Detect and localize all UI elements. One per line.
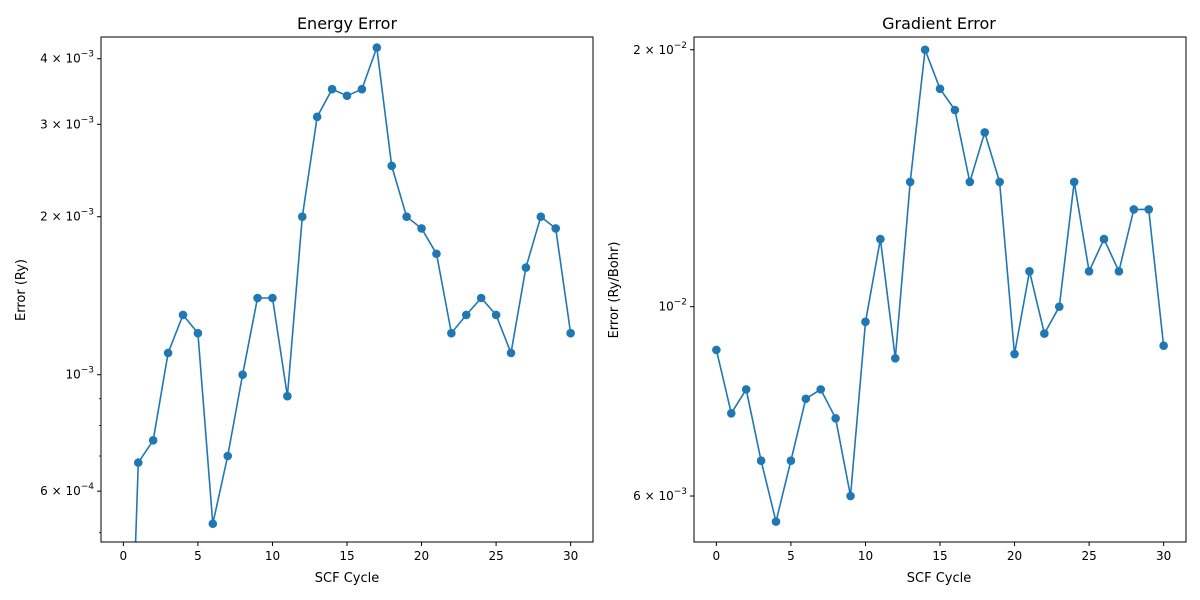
data-point xyxy=(193,328,203,338)
x-axis-label: SCF Cycle xyxy=(907,571,971,586)
gradient-error-chart: Gradient Error SCF Cycle Error (Ry/Bohr)… xyxy=(607,14,1187,586)
data-point xyxy=(995,177,1004,187)
data-point xyxy=(372,43,382,52)
data-point xyxy=(950,105,960,115)
data-point xyxy=(890,353,900,363)
data-point xyxy=(312,112,322,122)
data-point xyxy=(1159,341,1168,351)
data-point xyxy=(223,451,233,461)
chart-title: Gradient Error xyxy=(882,14,996,33)
y-tick-label: 10−3 xyxy=(65,366,94,382)
data-point xyxy=(357,84,367,94)
data-point xyxy=(741,385,751,394)
energy-error-chart: Energy Error SCF Cycle Error (Ry) 0 5 10 15… xyxy=(14,14,594,586)
data-point xyxy=(1099,234,1109,244)
data-point xyxy=(417,224,426,233)
data-point xyxy=(342,91,352,101)
x-tick-label: 25 xyxy=(1081,549,1096,563)
data-point xyxy=(1084,267,1094,276)
data-point xyxy=(536,212,546,222)
data-point xyxy=(387,161,397,171)
data-point xyxy=(1114,267,1124,276)
data-point xyxy=(905,177,915,187)
data-point xyxy=(476,293,486,303)
y-axis-label: Error (Ry/Bohr) xyxy=(607,242,622,339)
data-point xyxy=(965,177,975,187)
data-point xyxy=(163,348,173,358)
data-point xyxy=(238,370,247,380)
data-point xyxy=(506,348,516,358)
y-tick-label: 3 × 10−3 xyxy=(40,115,94,131)
y-axis-label: Error (Ry) xyxy=(14,259,29,321)
x-tick-label: 10 xyxy=(265,549,280,563)
data-point xyxy=(297,212,307,222)
data-point xyxy=(831,413,840,423)
data-point xyxy=(178,310,188,320)
data-point xyxy=(491,310,501,320)
data-point xyxy=(148,435,158,445)
data-point xyxy=(268,293,277,303)
y-tick-label: 10−2 xyxy=(658,298,687,314)
data-point xyxy=(432,249,441,259)
data-point xyxy=(861,317,870,327)
x-tick-label: 0 xyxy=(713,549,721,563)
data-point xyxy=(402,212,411,222)
x-tick-label: 20 xyxy=(1007,549,1022,563)
data-point xyxy=(726,409,736,418)
x-tick-label: 5 xyxy=(194,549,202,563)
data-point xyxy=(521,263,531,272)
data-point xyxy=(1129,205,1139,214)
data-point xyxy=(935,84,945,94)
x-tick-label: 25 xyxy=(488,549,503,563)
data-point xyxy=(1144,205,1154,214)
data-point xyxy=(756,456,766,465)
x-tick-label: 20 xyxy=(414,549,429,563)
data-point xyxy=(1054,302,1064,311)
data-point xyxy=(876,234,885,244)
data-point xyxy=(816,385,826,394)
y-tick-label: 2 × 10−2 xyxy=(633,41,687,57)
x-tick-label: 0 xyxy=(120,549,128,563)
data-point xyxy=(801,394,811,404)
plot-frame xyxy=(693,36,1187,543)
data-point xyxy=(133,458,143,467)
x-tick-label: 10 xyxy=(858,549,873,563)
x-tick-label: 15 xyxy=(339,549,354,563)
data-point xyxy=(1010,349,1019,359)
data-point xyxy=(771,517,781,526)
data-point xyxy=(566,328,575,338)
data-point xyxy=(1069,177,1079,187)
x-tick-label: 5 xyxy=(787,549,795,563)
chart-title: Energy Error xyxy=(297,14,398,33)
x-axis-label: SCF Cycle xyxy=(315,571,379,586)
plot-frame xyxy=(100,36,594,543)
x-tick-label: 15 xyxy=(932,549,947,563)
data-point xyxy=(786,456,796,465)
data-point xyxy=(283,391,292,401)
y-tick-label: 6 × 10−4 xyxy=(40,482,94,498)
x-tick-label: 30 xyxy=(563,549,578,563)
data-point xyxy=(712,345,721,355)
data-point xyxy=(253,293,262,303)
data-point xyxy=(846,491,855,501)
data-point xyxy=(920,45,930,55)
data-point xyxy=(327,84,337,94)
data-point xyxy=(1025,267,1034,276)
data-point xyxy=(1040,329,1049,338)
data-point xyxy=(551,224,561,233)
y-tick-label: 6 × 10−3 xyxy=(633,487,687,503)
x-tick-label: 30 xyxy=(1156,549,1171,563)
data-point xyxy=(461,310,471,320)
y-tick-label: 4 × 10−3 xyxy=(40,50,94,66)
data-point xyxy=(980,128,990,137)
data-point xyxy=(447,328,456,338)
y-tick-label: 2 × 10−3 xyxy=(40,208,94,224)
data-point xyxy=(208,519,218,529)
